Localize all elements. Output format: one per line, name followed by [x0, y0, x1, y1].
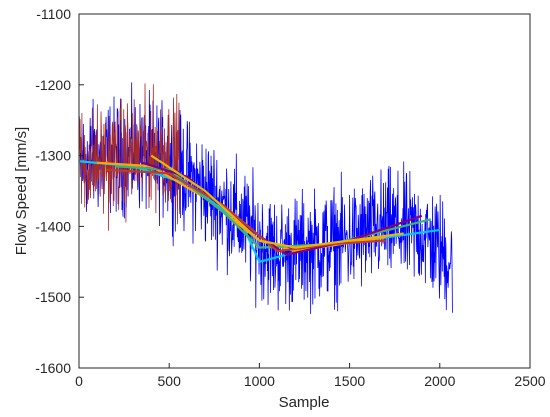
series-line-6 — [105, 168, 386, 253]
y-axis-label: Flow Speed [mm/s] — [13, 127, 30, 255]
tick-layer: 0 500 1000 1500 2000 2500 -1100 -1200 -1300 -1400… — [35, 6, 546, 389]
x-tick-label: 2000 — [424, 373, 455, 389]
y-tick-label: -1200 — [35, 77, 71, 93]
x-tick-label: 500 — [158, 373, 182, 389]
x-axis-label: Sample — [279, 394, 330, 411]
x-tick-label: 1000 — [244, 373, 275, 389]
series-line-1 — [79, 83, 181, 231]
y-tick-label: -1100 — [36, 6, 71, 22]
y-tick-label: -1400 — [35, 218, 71, 234]
y-tick-label: -1600 — [35, 360, 71, 376]
y-tick-label: -1300 — [35, 148, 71, 164]
series-line-7 — [150, 154, 404, 249]
x-tick-label: 1500 — [334, 373, 365, 389]
plot-frame — [78, 13, 531, 369]
series-line-0 — [79, 82, 453, 314]
plot-area-background — [79, 14, 530, 368]
x-tick-label: 0 — [75, 373, 83, 389]
series-layer — [79, 82, 453, 314]
x-tick-label: 2500 — [514, 373, 545, 389]
y-tick-label: -1500 — [35, 289, 71, 305]
